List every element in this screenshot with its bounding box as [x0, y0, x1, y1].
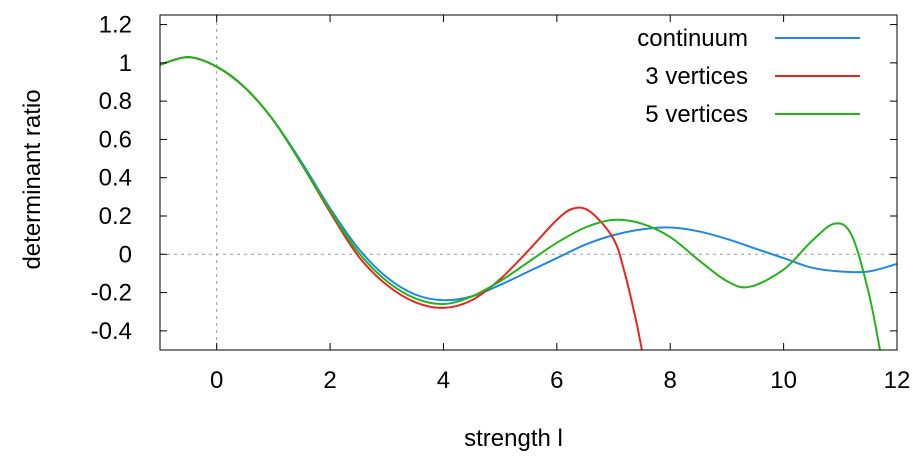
legend-label: 3 vertices: [645, 63, 748, 90]
y-tick-label: 0: [119, 241, 132, 268]
x-tick-label: 12: [884, 367, 911, 394]
x-tick-label: 8: [664, 367, 677, 394]
x-tick-label: 0: [210, 367, 223, 394]
legend-label: continuum: [637, 25, 748, 52]
x-tick-label: 4: [437, 367, 450, 394]
x-tick-label: 10: [770, 367, 797, 394]
y-tick-label: 1.2: [99, 12, 132, 39]
x-tick-label: 2: [323, 367, 336, 394]
x-tick-label: 6: [550, 367, 563, 394]
y-tick-label: -0.4: [91, 318, 132, 345]
y-tick-label: 0.4: [99, 165, 132, 192]
y-tick-label: 0.6: [99, 126, 132, 153]
x-axis-ticks: 0 2 4 6 8 10 12: [210, 15, 910, 394]
series-lines: [160, 56, 897, 350]
series-line-5-vertices: [160, 56, 881, 350]
legend: continuum 3 vertices 5 vertices: [637, 25, 860, 128]
y-tick-label: 1: [119, 50, 132, 77]
x-axis-title: strength l: [464, 425, 563, 452]
legend-label: 5 vertices: [645, 101, 748, 128]
y-tick-label: -0.2: [91, 280, 132, 307]
y-axis-title: determinant ratio: [19, 89, 46, 269]
plot-area-frame: [159, 14, 898, 351]
y-tick-label: 0.2: [99, 203, 132, 230]
y-axis-ticks: -0.4 -0.2 0 0.2 0.4 0.6 0.8 1 1.2: [91, 12, 897, 345]
y-tick-label: 0.8: [99, 88, 132, 115]
